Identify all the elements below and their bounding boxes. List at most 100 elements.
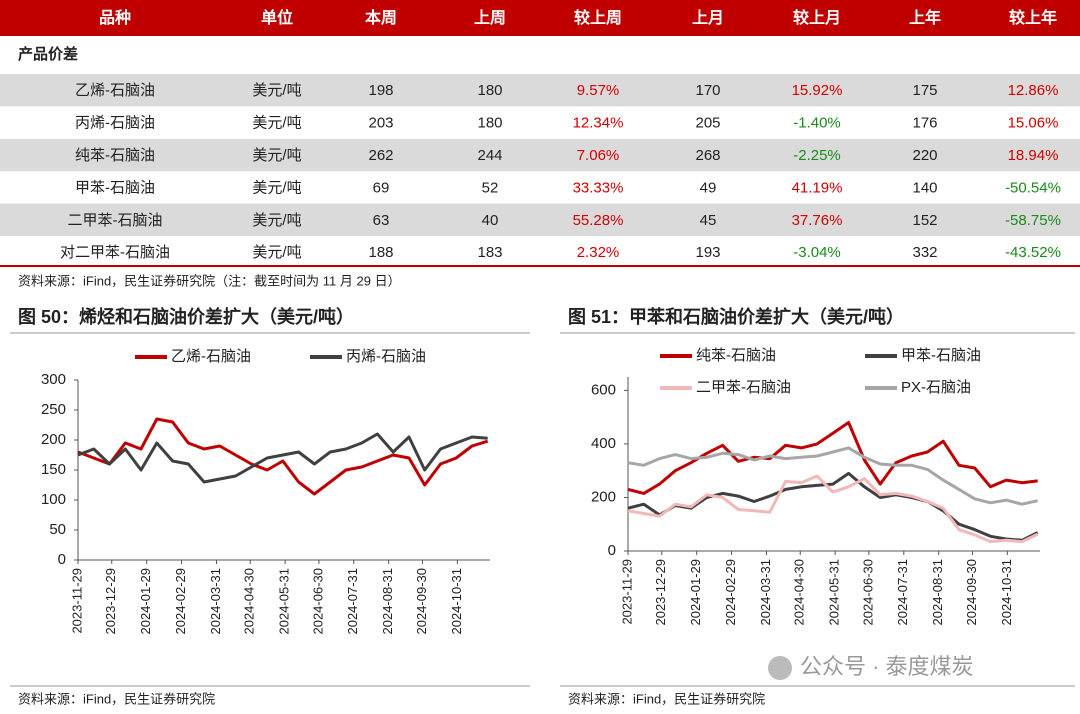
table-cell: 180 <box>477 82 502 99</box>
table-cell: 193 <box>695 244 720 261</box>
table-header: 本周 <box>365 8 397 27</box>
x-tick-label: 2024-08-31 <box>380 568 395 635</box>
table-source: 资料来源：iFind，民生证券研究院（注：截至时间为 11 月 29 日） <box>18 273 401 288</box>
x-tick-label: 2024-04-30 <box>792 559 807 626</box>
table-cell: 40 <box>482 212 499 229</box>
table-cell: 9.57% <box>577 82 620 99</box>
x-tick-label: 2024-05-31 <box>827 559 842 626</box>
table-cell: 41.19% <box>792 179 843 196</box>
y-tick-label: 200 <box>591 488 616 505</box>
watermark-icon <box>768 656 792 680</box>
table-cell: 244 <box>477 147 502 164</box>
table-cell: 37.76% <box>792 212 843 229</box>
table-cell: 198 <box>368 82 393 99</box>
series-line <box>77 432 488 484</box>
table-header: 较上年 <box>1009 8 1057 27</box>
table-header: 上周 <box>474 9 506 27</box>
table-cell: 乙烯-石脑油 <box>75 82 155 99</box>
table-cell: 180 <box>477 115 502 132</box>
table-cell: -43.52% <box>1005 244 1061 261</box>
chart-title: 图 50：烯烃和石脑油价差扩大（美元/吨） <box>18 306 354 327</box>
y-tick-label: 0 <box>608 542 616 559</box>
x-tick-label: 2024-02-29 <box>723 559 738 626</box>
table-cell: 175 <box>912 82 937 99</box>
table-header: 上月 <box>692 9 724 27</box>
x-tick-label: 2023-12-29 <box>653 559 668 626</box>
y-tick-label: 0 <box>58 551 66 568</box>
y-tick-label: 200 <box>41 431 66 448</box>
table-cell: 美元/吨 <box>252 244 301 261</box>
x-tick-label: 2024-06-30 <box>860 559 875 626</box>
table-cell: 69 <box>373 179 390 196</box>
table-cell: 45 <box>700 212 717 229</box>
row-bg <box>0 203 1080 236</box>
table-header-bg <box>0 0 1080 36</box>
table-cell: 美元/吨 <box>252 212 301 229</box>
x-tick-label: 2023-11-29 <box>619 559 634 625</box>
table-cell: 170 <box>695 82 720 99</box>
legend-label: PX-石脑油 <box>901 379 971 396</box>
x-tick-label: 2023-11-29 <box>69 568 84 634</box>
table-cell: 二甲苯-石脑油 <box>68 212 163 229</box>
y-tick-label: 250 <box>41 401 66 418</box>
x-tick-label: 2024-05-31 <box>277 568 292 635</box>
table-cell: 美元/吨 <box>252 147 301 164</box>
table-header: 单位 <box>261 8 293 27</box>
x-tick-label: 2024-02-29 <box>173 568 188 635</box>
table-cell: 7.06% <box>577 147 620 164</box>
y-tick-label: 50 <box>49 521 66 538</box>
table-cell: -50.54% <box>1005 179 1061 196</box>
x-tick-label: 2024-01-29 <box>138 568 153 635</box>
x-tick-label: 2023-12-29 <box>103 568 118 635</box>
legend-label: 二甲苯-石脑油 <box>696 379 791 396</box>
table-cell: 33.33% <box>573 179 624 196</box>
table-cell: 140 <box>912 179 937 196</box>
table-cell: 纯苯-石脑油 <box>75 147 155 164</box>
table-cell: 176 <box>912 115 937 132</box>
table-header: 较上周 <box>574 8 622 27</box>
table-cell: 332 <box>912 244 937 261</box>
legend-label: 乙烯-石脑油 <box>171 348 251 365</box>
table-cell: -1.40% <box>793 115 841 132</box>
table-header: 较上月 <box>793 8 841 27</box>
y-tick-label: 100 <box>41 491 66 508</box>
y-tick-label: 150 <box>41 461 66 478</box>
series-line <box>77 417 489 496</box>
x-tick-label: 2024-07-31 <box>345 568 360 635</box>
table-cell: 63 <box>373 212 390 229</box>
watermark: 公众号 · 泰度煤炭 <box>800 654 974 679</box>
table-cell: 52 <box>482 179 499 196</box>
table-cell: 丙烯-石脑油 <box>75 115 155 132</box>
legend-label: 丙烯-石脑油 <box>346 348 426 365</box>
table-header: 品种 <box>99 8 131 27</box>
x-tick-label: 2024-06-30 <box>310 568 325 635</box>
y-tick-label: 400 <box>591 435 616 452</box>
x-tick-label: 2024-01-29 <box>688 559 703 626</box>
table-cell: 甲苯-石脑油 <box>75 179 155 196</box>
table-cell: 183 <box>477 244 502 261</box>
y-tick-label: 300 <box>41 371 66 388</box>
legend-label: 甲苯-石脑油 <box>901 347 981 364</box>
table-cell: 268 <box>695 147 720 164</box>
table-cell: 49 <box>700 179 717 196</box>
table-cell: -3.04% <box>793 244 841 261</box>
table-header: 上年 <box>909 8 941 27</box>
section-label: 产品价差 <box>18 45 78 63</box>
table-cell: 15.92% <box>792 82 843 99</box>
chart-title: 图 51：甲苯和石脑油价差扩大（美元/吨） <box>568 306 904 327</box>
table-cell: 55.28% <box>573 212 624 229</box>
row-bg <box>0 74 1080 107</box>
x-tick-label: 2024-09-30 <box>964 559 979 626</box>
table-cell: 2.32% <box>577 244 620 261</box>
table-cell: 12.34% <box>573 115 624 132</box>
x-tick-label: 2024-03-31 <box>758 559 773 626</box>
y-tick-label: 600 <box>591 381 616 398</box>
chart-source: 资料来源：iFind，民生证券研究院 <box>568 691 765 706</box>
table-cell: 美元/吨 <box>252 179 301 196</box>
table-cell: 152 <box>912 212 937 229</box>
row-bg <box>0 138 1080 172</box>
table-cell: 18.94% <box>1008 147 1059 164</box>
x-tick-label: 2024-09-30 <box>414 568 429 635</box>
table-cell: 203 <box>368 115 393 132</box>
